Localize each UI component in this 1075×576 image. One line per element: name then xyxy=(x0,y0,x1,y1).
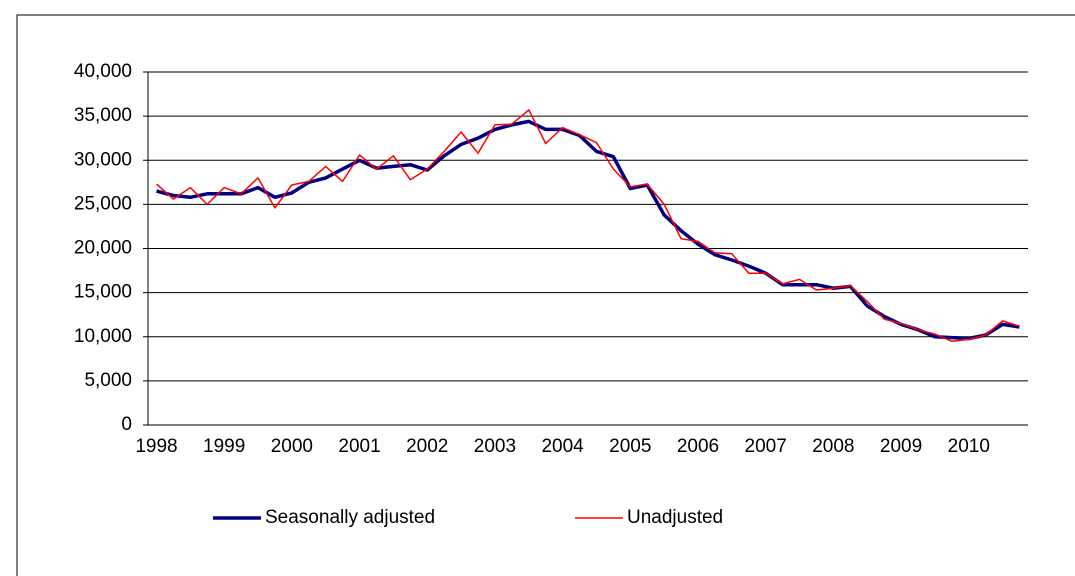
x-tick-label: 1999 xyxy=(203,436,245,457)
y-tick-label: 5,000 xyxy=(84,370,132,391)
y-tick-label: 20,000 xyxy=(74,238,132,259)
y-tick-label: 25,000 xyxy=(74,193,132,214)
x-tick-label: 2007 xyxy=(745,436,787,457)
x-tick-label: 1998 xyxy=(135,436,177,457)
x-tick-label: 2002 xyxy=(406,436,448,457)
legend-label: Seasonally adjusted xyxy=(265,507,435,528)
x-tick-label: 2004 xyxy=(541,436,584,457)
x-tick-label: 2001 xyxy=(338,436,380,457)
x-tick-label: 2000 xyxy=(271,436,313,457)
y-tick-label: 10,000 xyxy=(74,326,132,347)
y-tick-label: 30,000 xyxy=(74,149,132,170)
series-line xyxy=(156,109,1020,342)
x-tick-label: 2005 xyxy=(609,436,651,457)
x-tick-label: 2006 xyxy=(677,436,719,457)
y-tick-label: 35,000 xyxy=(74,105,132,126)
chart-frame xyxy=(16,14,1075,576)
x-tick-label: 2003 xyxy=(474,436,516,457)
y-tick-label: 0 xyxy=(121,414,132,435)
y-tick-label: 40,000 xyxy=(74,61,132,82)
y-tick-label: 15,000 xyxy=(74,282,132,303)
legend-label: Unadjusted xyxy=(627,507,723,528)
x-tick-label: 2010 xyxy=(948,436,990,457)
x-tick-label: 2009 xyxy=(880,436,922,457)
x-tick-label: 2008 xyxy=(812,436,854,457)
